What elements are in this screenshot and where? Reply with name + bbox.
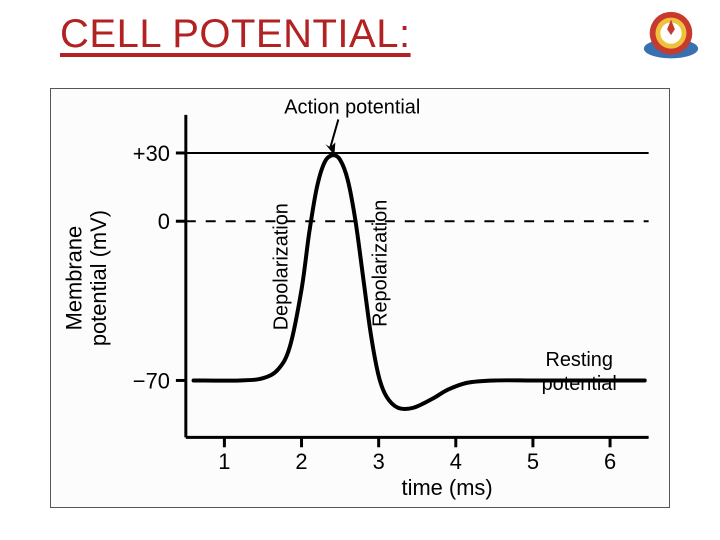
x-tick-label: 3 bbox=[373, 449, 385, 474]
annotation-resting-line2: potential bbox=[542, 373, 617, 395]
annotation-depolarization: Depolarization bbox=[271, 203, 293, 330]
x-tick-label: 2 bbox=[295, 449, 307, 474]
x-tick-label: 4 bbox=[450, 449, 462, 474]
y-tick-label: 0 bbox=[158, 209, 170, 234]
y-axis-label-line2: potential (mV) bbox=[86, 210, 111, 346]
y-tick-label: −70 bbox=[133, 368, 170, 393]
annotation-repolarization: Repolarization bbox=[370, 200, 392, 327]
y-tick-label: +30 bbox=[133, 141, 170, 166]
institution-logo-icon bbox=[640, 6, 702, 68]
annotation-action-potential: Action potential bbox=[284, 96, 420, 118]
slide: CELL POTENTIAL: +30 0 −70 1 2 3 4 5 6 time (ms) Me… bbox=[0, 0, 720, 540]
x-tick-label: 5 bbox=[527, 449, 539, 474]
chart-container: +30 0 −70 1 2 3 4 5 6 time (ms) Membranepotential … bbox=[50, 88, 670, 508]
x-tick-label: 1 bbox=[218, 449, 230, 474]
y-axis-label-line1: Membrane bbox=[61, 226, 86, 331]
x-tick-label: 6 bbox=[604, 449, 616, 474]
annotation-resting-line1: Resting bbox=[545, 349, 612, 371]
x-axis-label: time (ms) bbox=[402, 475, 493, 500]
action-potential-chart: +30 0 −70 1 2 3 4 5 6 time (ms) Membranepotential … bbox=[51, 89, 669, 507]
page-title: CELL POTENTIAL: bbox=[60, 12, 411, 57]
